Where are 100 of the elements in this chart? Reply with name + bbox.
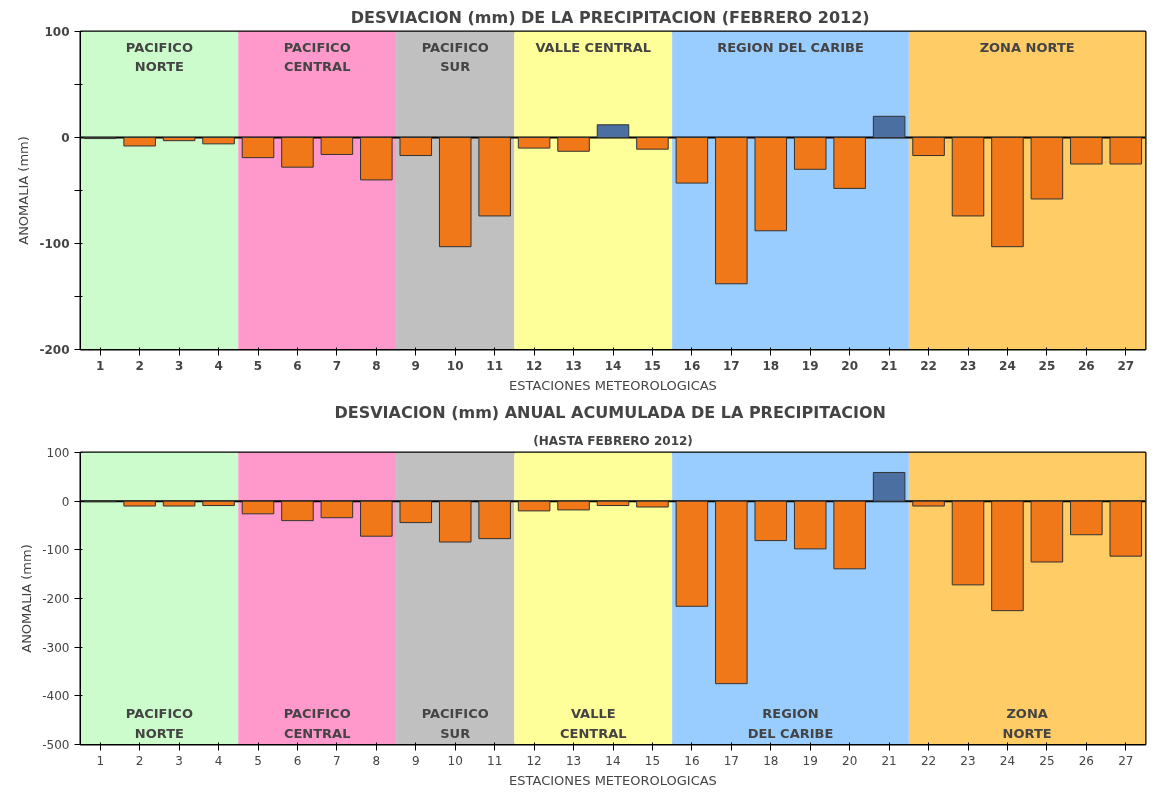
- x-tick-label: 16: [684, 753, 700, 768]
- x-tick-label: 1: [96, 358, 105, 373]
- x-tick-label: 12: [526, 753, 542, 768]
- x-tick-label: 3: [174, 358, 184, 373]
- x-tick-label: 18: [762, 358, 780, 373]
- x-tick-label: 11: [486, 358, 504, 373]
- x-tick-label: 2: [135, 358, 144, 373]
- band-label: PACIFICO SUR: [421, 706, 489, 741]
- bar: [162, 137, 196, 142]
- bar: [872, 115, 906, 138]
- x-tick-label: 6: [293, 358, 302, 373]
- bar: [123, 137, 156, 147]
- bar: [438, 137, 472, 248]
- x-tick-label: 10: [447, 753, 463, 768]
- x-tick-label: 20: [842, 753, 858, 768]
- y-tick-label: 100: [44, 25, 70, 39]
- x-tick-label: 9: [411, 753, 420, 768]
- band-label: PACIFICO NORTE: [125, 706, 193, 741]
- bar: [281, 137, 314, 168]
- x-tick-label: 17: [723, 753, 739, 768]
- x-tick-label: 19: [801, 358, 819, 373]
- x-tick-label: 4: [214, 358, 223, 373]
- band-label: VALLE CENTRAL: [535, 39, 652, 55]
- bar: [951, 137, 985, 217]
- x-tick-label: 9: [411, 358, 420, 373]
- x-axis-title: ESTACIONES METEOROLOGICAS: [509, 377, 717, 393]
- bar: [399, 137, 433, 157]
- chart-title: DESVIACION (mm) ANUAL ACUMULADA DE LA PRECIPITACION: [334, 402, 886, 422]
- x-tick-label: 1: [96, 753, 105, 768]
- x-tick-label: 10: [446, 358, 464, 373]
- y-tick-label: 100: [46, 446, 70, 460]
- bar: [241, 137, 275, 159]
- x-tick-label: 23: [959, 358, 977, 373]
- y-tick-label: -400: [42, 689, 70, 704]
- band-label: PACIFICO SUR: [421, 39, 489, 74]
- x-tick-label: 27: [1118, 753, 1134, 768]
- bar: [360, 137, 393, 181]
- x-tick-label: 4: [214, 753, 223, 768]
- x-tick-label: 13: [565, 358, 582, 373]
- x-tick-label: 2: [135, 753, 144, 768]
- band-label: REGION DEL CARIBE: [747, 706, 834, 741]
- band-label: PACIFICO CENTRAL: [283, 39, 351, 74]
- bar: [833, 137, 866, 189]
- bar: [793, 137, 827, 170]
- x-tick-label: 21: [881, 753, 897, 768]
- x-tick-label: 7: [333, 753, 341, 768]
- band-label: REGION DEL CARIBE: [717, 39, 864, 55]
- bar: [320, 137, 354, 155]
- x-tick-label: 21: [880, 358, 898, 373]
- bar: [912, 137, 945, 157]
- y-tick-label: -300: [42, 640, 70, 655]
- x-tick-label: 16: [683, 358, 701, 373]
- x-tick-label: 20: [841, 358, 859, 373]
- x-tick-label: 5: [254, 753, 262, 768]
- x-tick-label: 11: [487, 753, 503, 768]
- bar: [478, 137, 511, 217]
- band-label: VALLE CENTRAL: [560, 706, 627, 741]
- x-axis-title: ESTACIONES METEOROLOGICAS: [509, 772, 717, 788]
- x-tick-label: 8: [372, 358, 381, 373]
- x-tick-label: 15: [644, 753, 661, 768]
- x-tick-label: 25: [1038, 358, 1056, 373]
- bar: [517, 137, 551, 149]
- band-label: ZONA NORTE: [1002, 706, 1052, 741]
- x-tick-label: 12: [525, 358, 543, 373]
- x-tick-label: 8: [372, 753, 381, 768]
- band-label: ZONA NORTE: [979, 39, 1075, 55]
- chart-subtitle: (HASTA FEBRERO 2012): [533, 433, 693, 448]
- x-tick-label: 25: [1039, 753, 1055, 768]
- y-tick-label: -200: [39, 343, 70, 357]
- y-tick-label: -200: [42, 592, 70, 606]
- y-tick-label: 0: [61, 131, 70, 145]
- bar: [715, 137, 748, 285]
- bar: [596, 124, 630, 138]
- y-tick-label: -500: [42, 738, 70, 752]
- y-axis-title: ANOMALIA (mm): [16, 136, 32, 245]
- x-tick-label: 24: [999, 753, 1016, 768]
- chart-title: DESVIACION (mm) DE LA PRECIPITACION (FEBRERO 2012): [350, 7, 870, 27]
- bar: [1030, 137, 1064, 200]
- y-tick-label: -100: [39, 237, 70, 251]
- x-tick-label: 26: [1077, 358, 1095, 373]
- x-tick-label: 23: [960, 753, 976, 768]
- x-tick-label: 6: [293, 753, 302, 768]
- x-tick-label: 3: [175, 753, 183, 768]
- x-tick-label: 22: [920, 358, 937, 373]
- bar: [557, 137, 590, 152]
- x-tick-label: 7: [332, 358, 342, 373]
- bar: [675, 137, 709, 184]
- x-tick-label: 14: [604, 358, 622, 373]
- bar: [1109, 137, 1143, 165]
- x-tick-label: 24: [999, 358, 1016, 373]
- y-tick-label: 0: [61, 494, 70, 509]
- bar: [636, 137, 669, 150]
- x-tick-label: 19: [802, 753, 818, 768]
- y-axis-title: ANOMALIA (mm): [19, 544, 35, 653]
- x-tick-label: 26: [1078, 753, 1094, 768]
- band-label: PACIFICO NORTE: [125, 39, 193, 74]
- bar: [1070, 137, 1103, 165]
- x-tick-label: 5: [253, 358, 263, 373]
- bar: [754, 137, 788, 232]
- x-tick-label: 22: [920, 753, 937, 768]
